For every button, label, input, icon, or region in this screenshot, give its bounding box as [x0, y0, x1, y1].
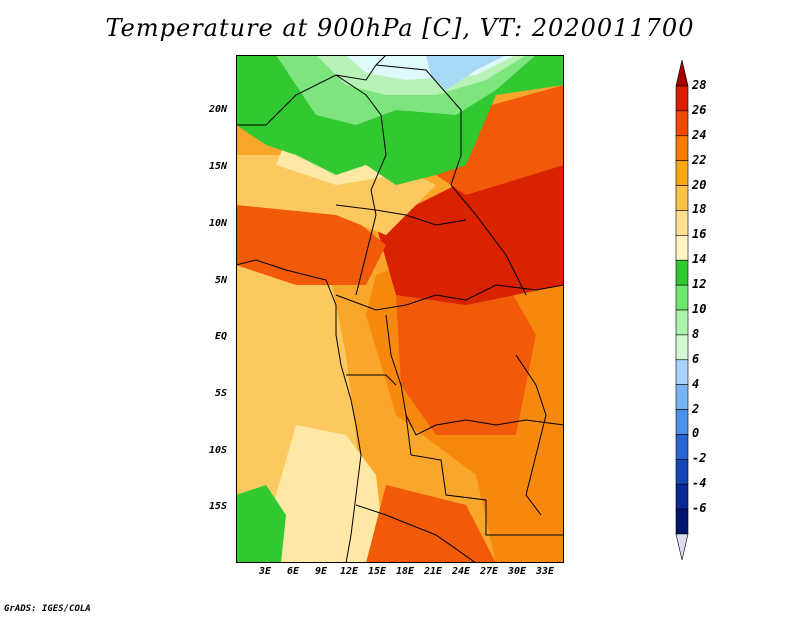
colorbar-label: 26 [692, 102, 707, 117]
lat-label-15n: 15N [208, 161, 227, 172]
lon-label-24e: 24E [451, 566, 471, 577]
colorbar-bottom-triangle [675, 533, 689, 560]
lat-label-10s: 10S [208, 445, 227, 456]
field-center-red [396, 265, 536, 435]
colorbar-top-triangle [675, 60, 689, 87]
lon-label-33e: 33E [535, 566, 555, 577]
colorbar-label: -2 [692, 451, 707, 466]
colorbar-label: 6 [692, 351, 700, 366]
field-south-red [366, 485, 496, 563]
colorbar-label: 22 [692, 152, 707, 167]
colorbar-label: 24 [692, 127, 707, 142]
lon-label-15e: 15E [367, 566, 387, 577]
colorbar-swatch [675, 459, 689, 485]
colorbar-label: -4 [692, 476, 707, 491]
colorbar-label: 0 [692, 426, 700, 441]
colorbar-label: 10 [692, 302, 707, 316]
credit-label: GrADS: IGES/COLA [4, 604, 91, 614]
colorbar-swatch [675, 160, 689, 186]
lat-label-5s: 5S [214, 388, 227, 399]
lat-label-20n: 20N [208, 104, 227, 115]
colorbar-swatch [675, 135, 689, 161]
colorbar-swatch [675, 434, 689, 460]
colorbar-swatch [675, 259, 689, 286]
lon-label-18e: 18E [395, 566, 415, 577]
borders [236, 55, 564, 563]
colorbar-swatch [675, 359, 689, 385]
colorbar-swatch [675, 384, 689, 410]
lat-label-5n: 5N [214, 275, 227, 286]
colorbar-label: -6 [692, 501, 707, 516]
colorbar-label: 2 [692, 401, 700, 416]
lon-label-12e: 12E [339, 566, 359, 577]
colorbar-label: 12 [692, 277, 707, 292]
colorbar-label: 28 [692, 78, 707, 92]
field-sw-pale [256, 425, 386, 563]
lon-label-3e: 3E [258, 566, 272, 577]
colorbar-swatch [675, 334, 689, 361]
colorbar-label: 18 [692, 202, 707, 217]
colorbar-label: 16 [692, 227, 707, 242]
colorbar [675, 60, 689, 560]
field-north-hot [376, 145, 564, 305]
colorbar-swatch [675, 483, 689, 510]
field-north-blue [426, 55, 506, 90]
colorbar-swatch [675, 309, 689, 336]
colorbar-swatch [675, 284, 689, 311]
colorbar-swatch [675, 508, 689, 535]
lat-label-15s: 15S [208, 501, 227, 512]
colorbar-swatch [675, 110, 689, 137]
lat-label-eq: EQ [214, 331, 227, 342]
field-west-red [236, 185, 386, 285]
colorbar-swatch [675, 235, 689, 261]
lon-label-6e: 6E [286, 566, 300, 577]
temperature-map [236, 55, 564, 563]
field-sw-green [236, 485, 286, 563]
map-frame [236, 55, 564, 563]
colorbar-swatch [675, 85, 689, 112]
lat-label-10n: 10N [208, 218, 227, 229]
colorbar-label: 20 [692, 177, 707, 192]
lon-label-21e: 21E [423, 566, 443, 577]
lon-label-30e: 30E [507, 566, 527, 577]
colorbar-swatch [675, 185, 689, 211]
colorbar-label: 8 [692, 326, 700, 341]
colorbar-swatch [675, 409, 689, 435]
lon-label-9e: 9E [314, 566, 328, 577]
lon-label-27e: 27E [479, 566, 499, 577]
chart-title: Temperature at 900hPa [C], VT: 202001170… [105, 14, 695, 42]
colorbar-swatch [675, 210, 689, 236]
colorbar-label: 4 [692, 376, 700, 391]
colorbar-label: 14 [692, 252, 707, 267]
